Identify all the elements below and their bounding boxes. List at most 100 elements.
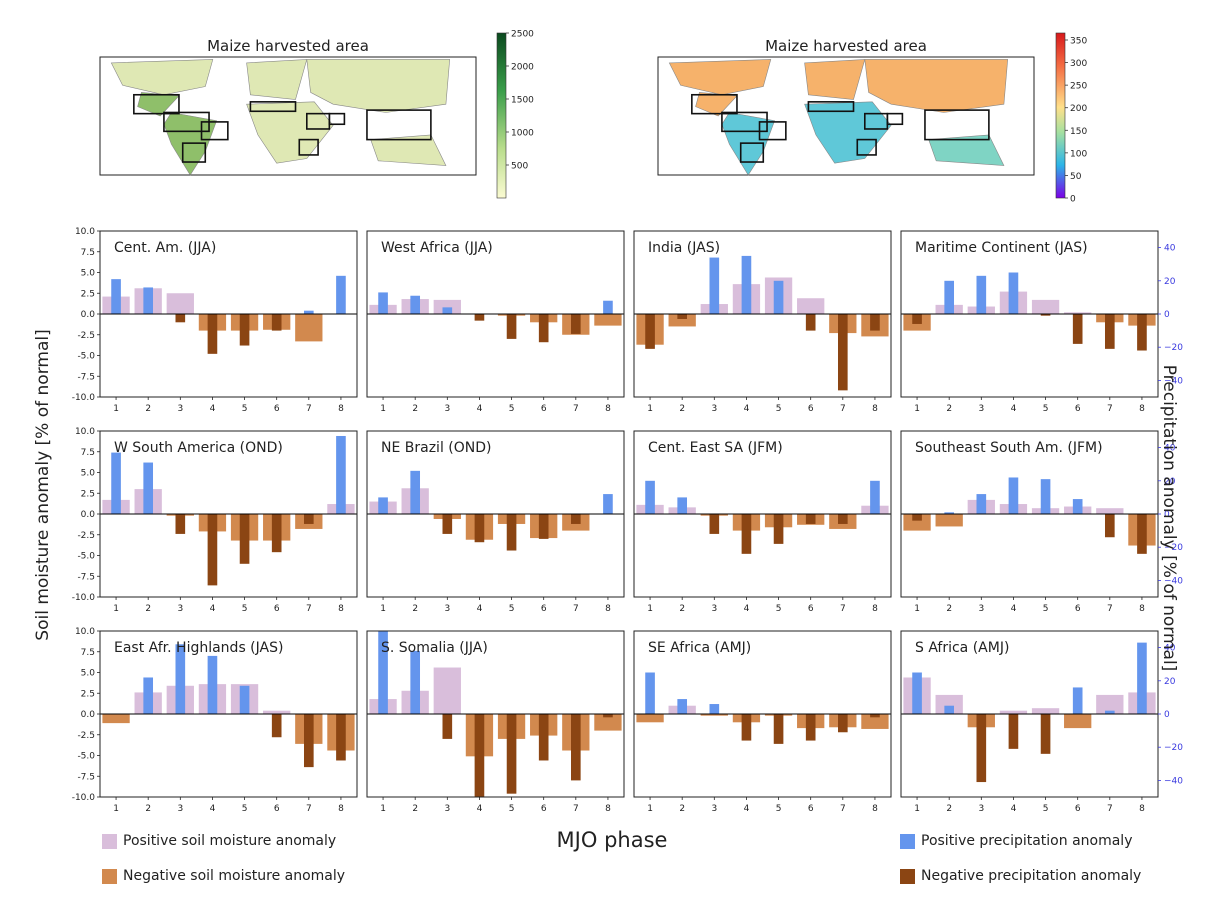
pr-bar-phase-6 [805,714,816,741]
pr-bar-phase-8 [336,435,346,514]
pr-bar-phase-8 [870,314,880,331]
pr-bar-phase-5 [773,280,784,314]
panel-11: SE Africa (AMJ) 1 2 3 4 5 6 7 8 [633,630,892,814]
panel-title: W South America (OND) [114,440,283,456]
panel-6: NE Brazil (OND) 1 2 3 4 5 6 7 8 [366,430,625,614]
left-tick-label-8: -10.0 [72,393,96,403]
x-tick-label-7: 7 [573,604,579,614]
pr-bar-phase-2 [677,699,688,714]
pr-bar-phase-7 [303,514,314,524]
pr-bar-phase-4 [1008,272,1019,314]
right-tick-label-2: 0 [1164,710,1170,720]
pr-bar-phase-3 [976,714,987,783]
pr-bar-phase-8 [870,714,880,718]
pr-bar-phase-6 [1072,314,1083,344]
left-tick-label-2: 5.0 [81,269,96,279]
left-tick-label-3: 2.5 [81,289,95,299]
sm-bar-phase-4 [999,710,1028,714]
panel-frame [366,230,625,398]
colorbar-tick-label-2-1: 300 [1070,59,1087,69]
map-region-box-2-3 [739,142,765,163]
panel-frame [366,630,625,798]
x-tick-label-7: 7 [1107,404,1113,414]
x-tick-label-6: 6 [274,604,280,614]
pr-bar-phase-8 [870,480,880,514]
left-tick-label-7: -7.5 [77,372,95,382]
left-tick-label-4: 0.0 [81,310,96,320]
left-tick-label-1: 7.5 [81,648,95,658]
pr-bar-phase-4 [207,314,218,354]
sm-bar-phase-3 [433,299,461,314]
x-tick-label-6: 6 [274,804,280,814]
x-tick-label-1: 1 [380,404,386,414]
pr-bar-phase-2 [410,295,421,314]
pr-bar-phase-6 [1072,687,1083,714]
x-tick-label-6: 6 [808,604,814,614]
panel-title: NE Brazil (OND) [381,440,491,456]
pr-bar-phase-4 [741,514,752,554]
x-tick-label-5: 5 [1043,404,1049,414]
pr-bar-phase-5 [773,714,784,744]
right-tick-label-2: 0 [1164,510,1170,520]
pr-bar-phase-1 [912,314,922,324]
colorbar-tick-label-2-7: 0 [1070,195,1076,205]
sm-bar-phase-6 [797,298,825,314]
pr-bar-phase-7 [837,514,848,524]
x-tick-label-8: 8 [338,804,344,814]
pr-bar-phase-5 [1040,314,1051,316]
x-tick-label-4: 4 [744,804,750,814]
map-land-1-0 [110,59,214,96]
map-land-1-3 [246,59,308,100]
map-region-box-1-3 [181,142,207,163]
panel-4: Maritime Continent (JAS) 1 2 3 4 5 6 7 8 40 20 0 −20… [900,230,1183,414]
pr-bar-phase-6 [271,314,282,331]
x-tick-label-7: 7 [306,804,312,814]
x-tick-label-3: 3 [711,404,717,414]
x-tick-label-8: 8 [872,404,878,414]
left-tick-label-0: 10.0 [75,627,95,637]
legend-swatch-pr-pos [900,834,915,849]
x-tick-label-3: 3 [978,404,984,414]
left-tick-label-5: -2.5 [77,531,95,541]
left-tick-label-4: 0.0 [81,710,96,720]
pr-bar-phase-3 [175,514,186,534]
pr-bar-phase-1 [378,497,388,514]
pr-bar-phase-8 [603,714,613,718]
legend-label-sm-neg: Negative soil moisture anomaly [123,868,346,884]
x-tick-label-6: 6 [274,404,280,414]
pr-bar-phase-7 [570,514,581,524]
x-tick-label-7: 7 [573,404,579,414]
pr-bar-phase-4 [1008,477,1019,514]
x-tick-label-6: 6 [808,404,814,414]
right-tick-label-0: 40 [1164,644,1176,654]
left-tick-label-6: -5.0 [77,352,95,362]
x-label: MJO phase [557,828,668,852]
sm-bar-phase-7 [295,314,323,342]
panel-title: S. Somalia (JJA) [381,640,488,656]
x-tick-label-3: 3 [177,404,183,414]
pr-bar-phase-8 [1137,314,1147,351]
x-tick-label-7: 7 [840,604,846,614]
pr-bar-phase-7 [303,714,314,768]
map-land-1-4 [246,101,334,164]
pr-bar-phase-3 [442,307,453,314]
colorbar-tick-label-2-3: 200 [1070,104,1087,114]
panels-layer: Cent. Am. (JJA)1 2 3 4 5 6 7 810.07.55.02.50.0-… [72,227,1184,814]
x-tick-label-2: 2 [412,404,418,414]
x-tick-label-5: 5 [242,804,248,814]
right-tick-label-4: −40 [1164,576,1183,586]
map-land-1-6 [370,134,447,166]
pr-bar-phase-1 [645,314,655,349]
y-right-label: Precipitation anomaly [% of normal] [1159,365,1179,672]
x-tick-label-3: 3 [711,604,717,614]
sm-bar-phase-5 [1031,299,1060,314]
x-tick-label-4: 4 [1011,604,1017,614]
x-tick-label-3: 3 [444,804,450,814]
sm-bar-phase-5 [1031,708,1060,714]
x-tick-label-2: 2 [145,804,151,814]
y-left-label: Soil moisture anomaly [% of normal] [33,329,53,640]
colorbar-tick-label-2-0: 350 [1070,37,1087,47]
x-tick-label-5: 5 [242,404,248,414]
sm-bar-phase-2 [668,314,696,327]
x-tick-label-3: 3 [444,604,450,614]
